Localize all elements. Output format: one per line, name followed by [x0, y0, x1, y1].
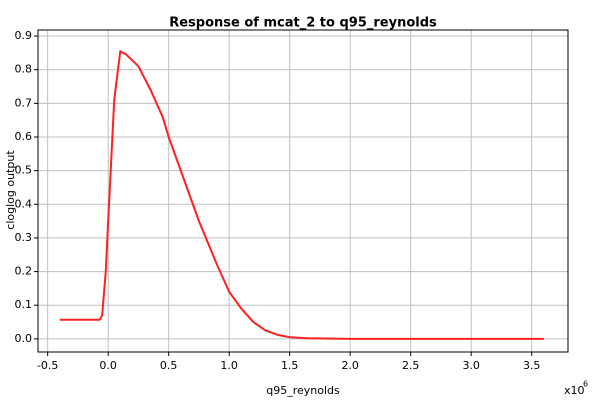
y-tick-label: 0.4: [15, 197, 33, 210]
y-tick-label: 0.0: [15, 332, 33, 345]
y-tick-label: 0.3: [15, 231, 33, 244]
y-tick-label: 0.8: [15, 63, 33, 76]
x-tick-label: -0.5: [37, 359, 58, 372]
x-tick-label: 3.5: [523, 359, 541, 372]
x-multiplier: x10: [564, 384, 585, 397]
x-tick-label: 0.0: [99, 359, 117, 372]
x-tick-label: 3.0: [462, 359, 480, 372]
chart-title: Response of mcat_2 to q95_reynolds: [169, 16, 437, 31]
y-tick-label: 0.7: [15, 96, 33, 109]
y-tick-label: 0.2: [15, 265, 33, 278]
x-tick-label: 2.0: [341, 359, 359, 372]
x-axis-label: q95_reynolds: [266, 384, 340, 397]
x-tick-label: 1.5: [281, 359, 299, 372]
y-tick-label: 0.9: [15, 29, 33, 42]
x-tick-label: 1.0: [220, 359, 238, 372]
plot-frame: [37, 29, 569, 353]
x-tick-label: 0.5: [160, 359, 178, 372]
line-series: [59, 50, 544, 340]
x-tick-label: 2.5: [402, 359, 420, 372]
x-multiplier-exponent: 6: [583, 380, 588, 389]
y-tick-label: 0.1: [15, 298, 33, 311]
y-tick-label: 0.6: [15, 130, 33, 143]
y-axis-label: cloglog output: [4, 150, 17, 230]
y-tick-label: 0.5: [15, 164, 33, 177]
